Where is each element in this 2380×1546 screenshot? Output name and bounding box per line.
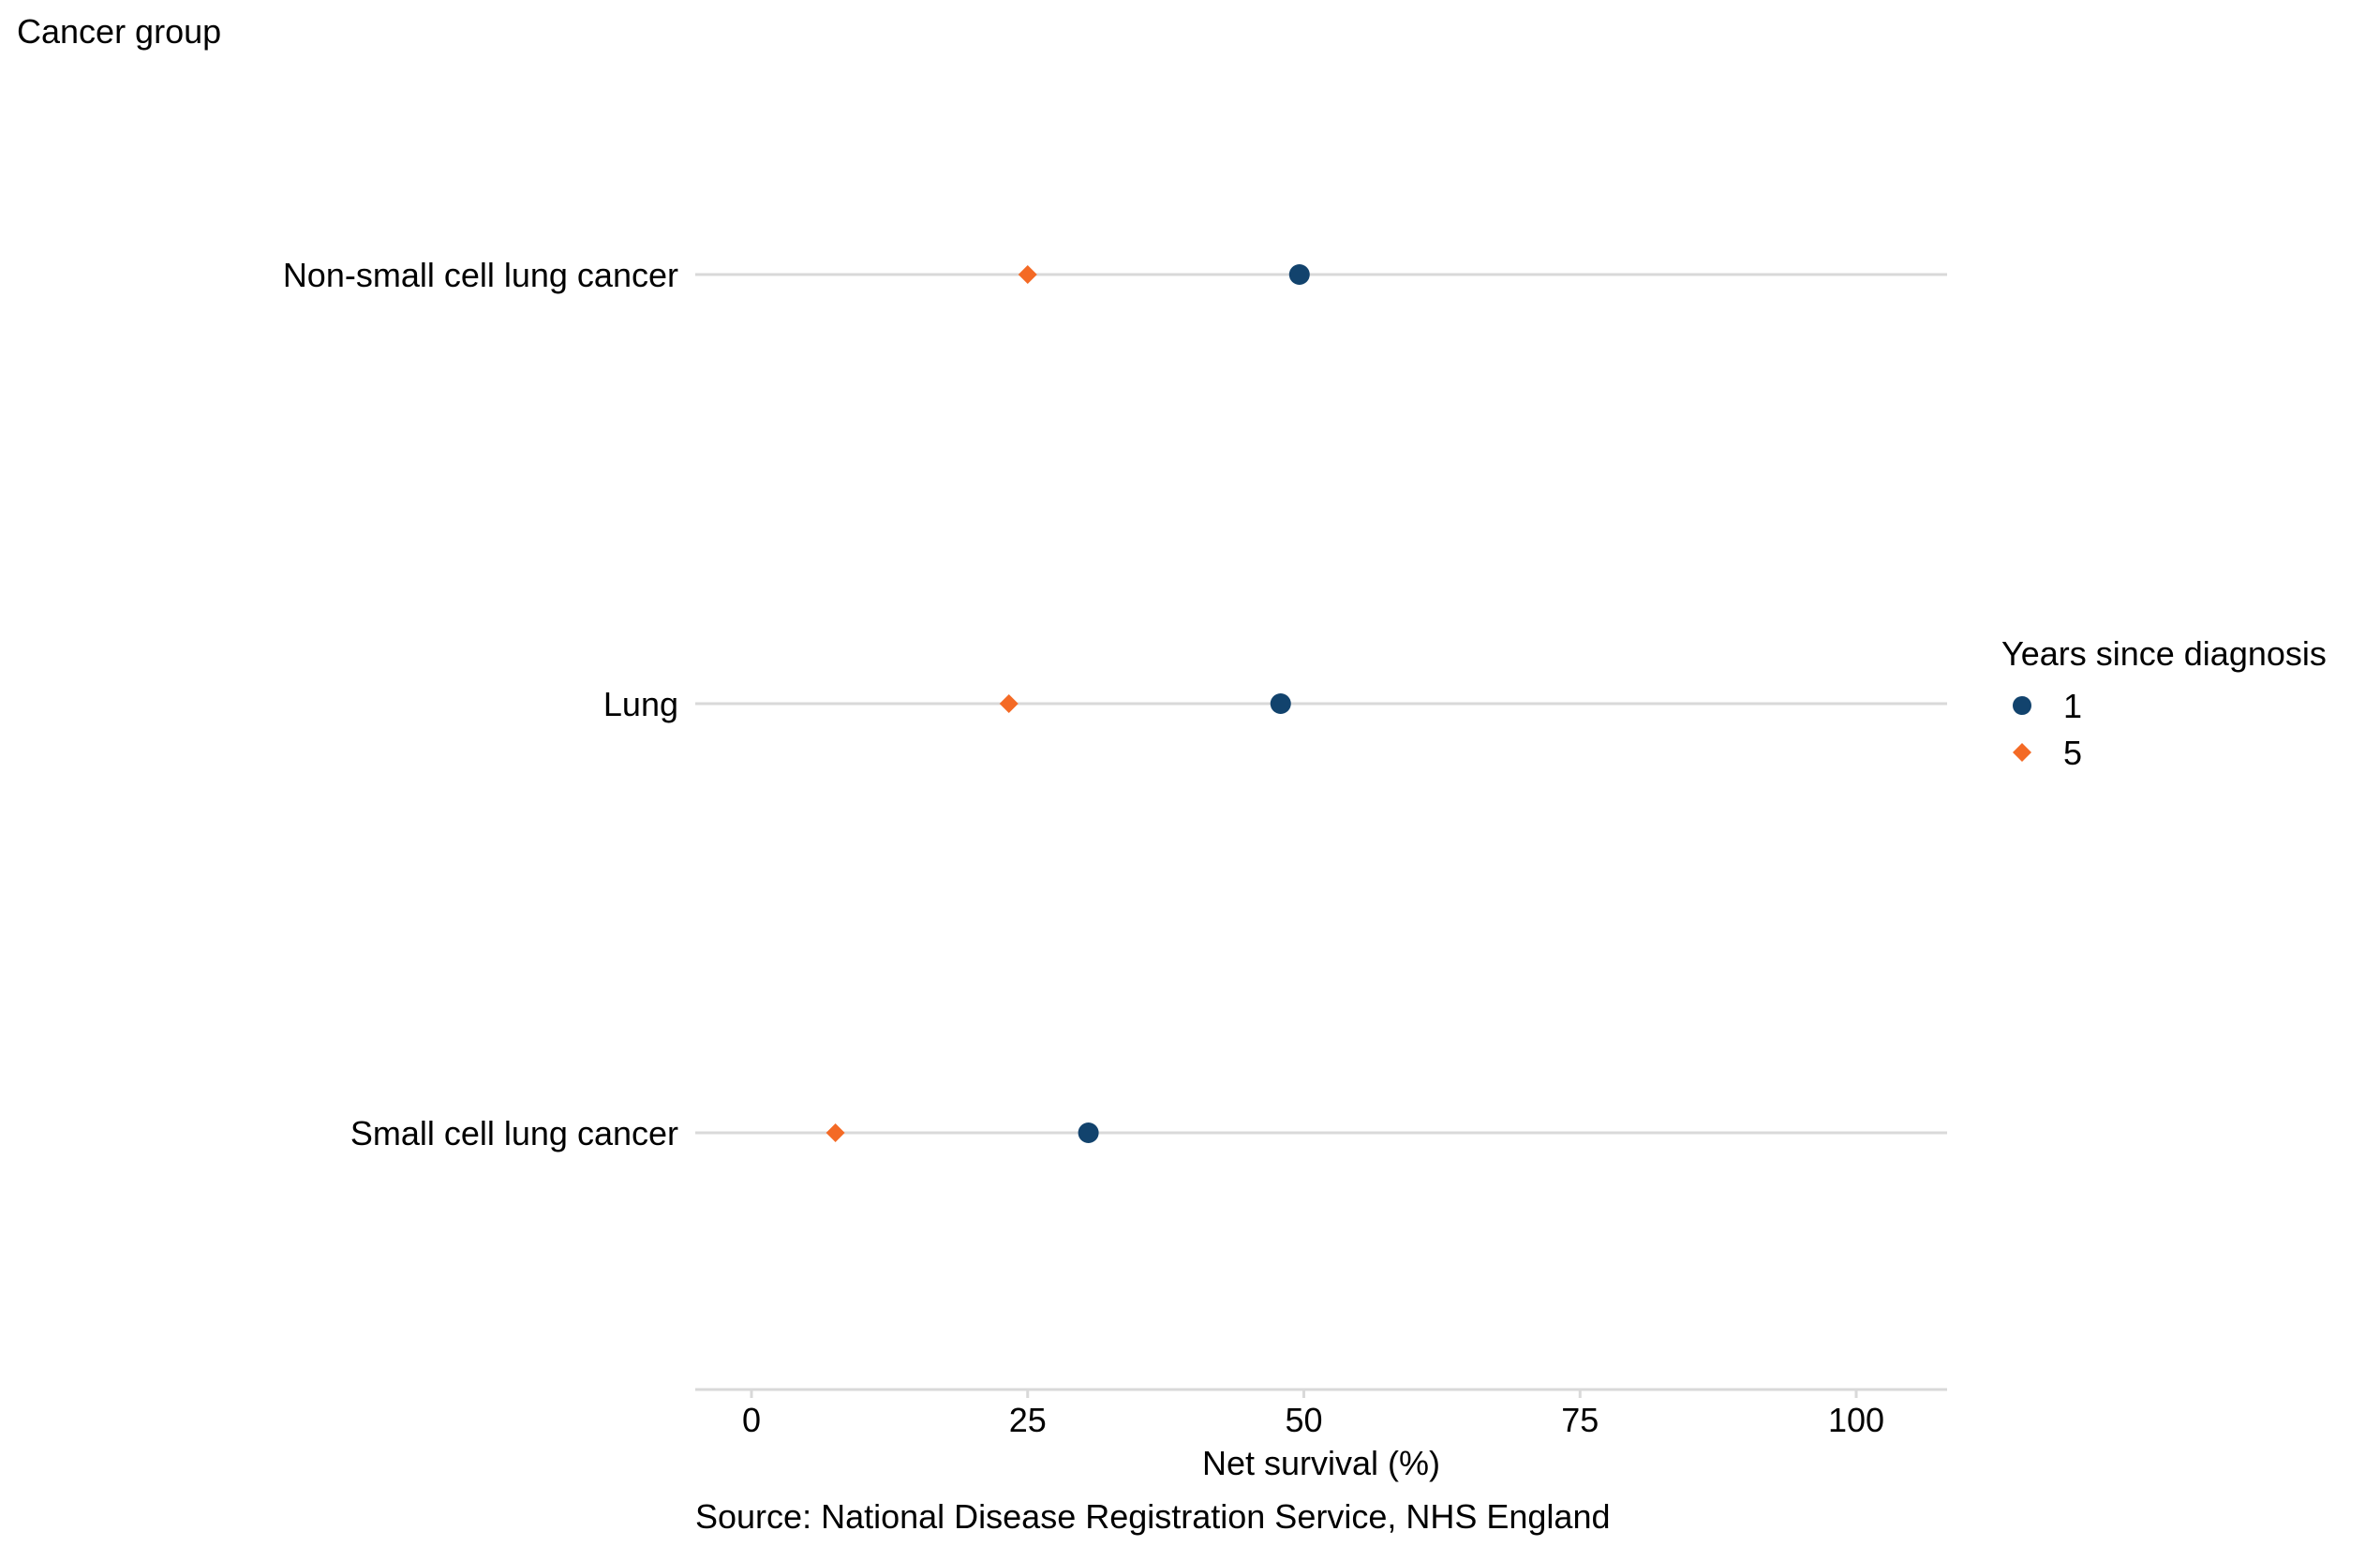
data-points	[826, 264, 1310, 1143]
x-tick-label: 75	[1561, 1401, 1599, 1439]
x-tick-label: 25	[1009, 1401, 1047, 1439]
data-point-diamond	[999, 694, 1019, 713]
legend: Years since diagnosis 15	[2001, 634, 2327, 772]
category-label: Non-small cell lung cancer	[283, 256, 678, 294]
legend-items: 15	[2013, 687, 2082, 772]
legend-label: 1	[2063, 687, 2082, 725]
legend-label: 5	[2063, 734, 2082, 772]
source-caption: Source: National Disease Registration Se…	[695, 1497, 1610, 1536]
x-axis-title: Net survival (%)	[1202, 1444, 1440, 1482]
data-point-circle	[1270, 693, 1291, 714]
data-point-diamond	[826, 1123, 845, 1142]
category-label: Lung	[603, 685, 678, 723]
category-labels: Non-small cell lung cancer Lung Small cell…	[283, 256, 678, 1152]
legend-title: Years since diagnosis	[2001, 634, 2327, 673]
y-axis-title: Cancer group	[17, 12, 221, 51]
x-tick-label: 0	[742, 1401, 761, 1439]
x-tick-label: 50	[1285, 1401, 1322, 1439]
x-axis-ticks: 0 25 50 75 100	[742, 1390, 1884, 1439]
data-point-circle	[1078, 1122, 1099, 1143]
data-point-diamond	[1018, 265, 1037, 284]
legend-marker-circle	[2013, 696, 2031, 715]
x-tick-label: 100	[1828, 1401, 1884, 1439]
legend-marker-diamond	[2013, 743, 2031, 762]
category-label: Small cell lung cancer	[350, 1114, 678, 1152]
gridlines	[695, 273, 1947, 1135]
data-point-circle	[1288, 264, 1310, 285]
